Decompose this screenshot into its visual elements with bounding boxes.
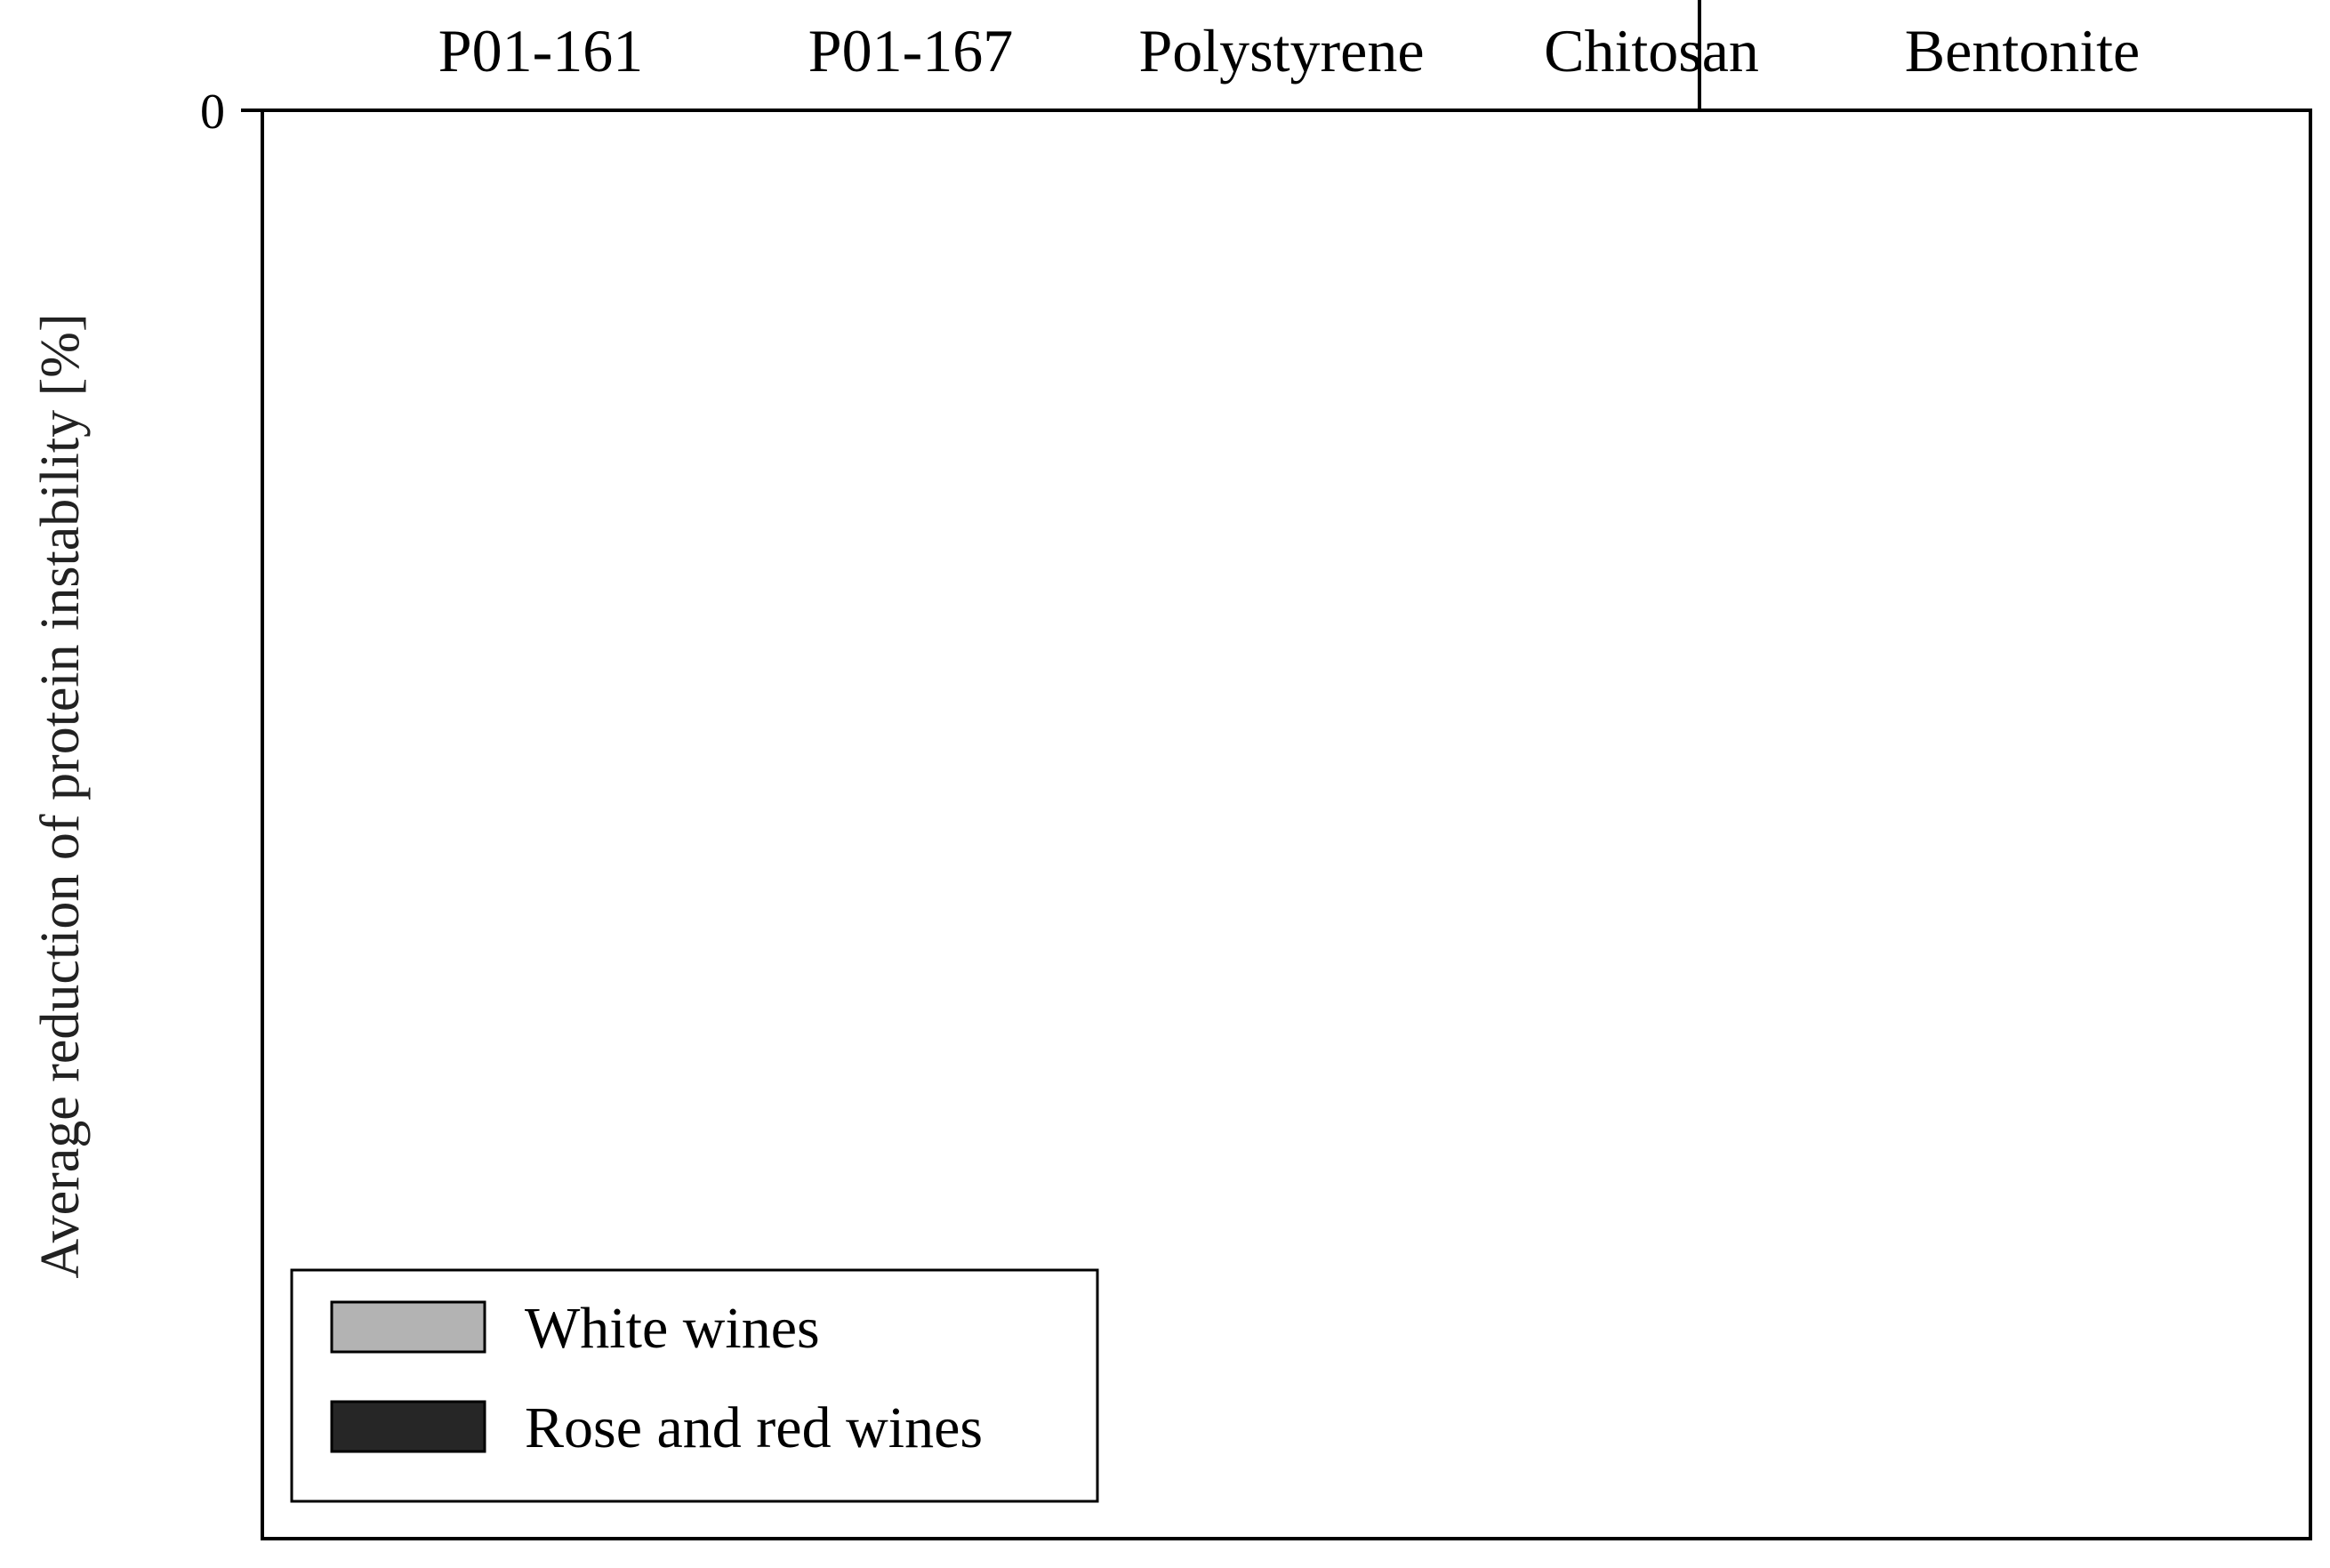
y-axis-label: Average reduction of protein instability… xyxy=(30,313,91,1278)
legend-swatch-rose-red-wine xyxy=(330,1400,486,1453)
legend-label-white-wine: White wines xyxy=(525,1296,820,1361)
plot-frame xyxy=(261,109,2312,1540)
category-label: Chitosan xyxy=(1544,17,1759,84)
legend-label-rose-red-wine: Rose and red wines xyxy=(525,1395,983,1460)
legend-swatch-white-wine xyxy=(330,1300,486,1354)
category-label: P01-161 xyxy=(438,17,643,84)
y-tick-label: 0 xyxy=(200,84,225,140)
category-label: P01-167 xyxy=(808,17,1013,84)
category-label: Bentonite xyxy=(1905,17,2140,84)
category-label: Polystyrene xyxy=(1138,17,1424,84)
